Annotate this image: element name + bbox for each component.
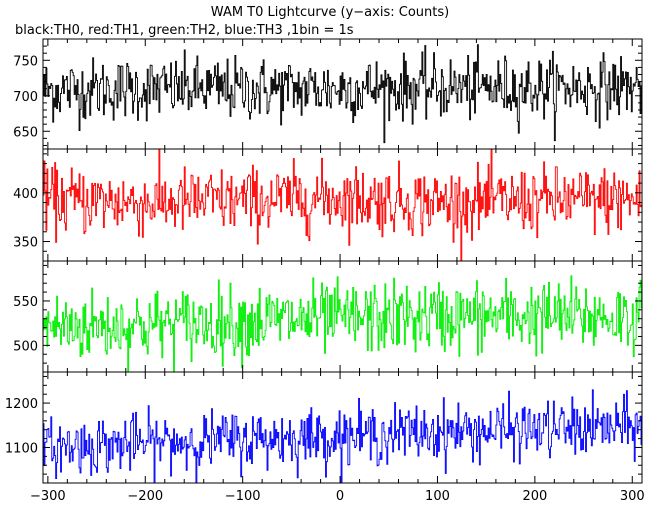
panels-group: 650 700 750 350 400 500 550 1100 1200 −300 −200 −10… [5,38,645,504]
x-tick-label: 200 [522,489,547,504]
x-tick-label: −100 [225,489,261,504]
x-tick-label: 0 [336,489,344,504]
y-tick-label: 750 [13,54,38,69]
x-tick-label: −300 [30,489,66,504]
series-th3-line [43,389,642,483]
panel-th0: 650 700 750 [13,38,643,150]
y-tick-label: 500 [13,339,38,354]
panel-th1: 350 400 [13,148,643,262]
series-th1-line [43,149,642,261]
x-tick-label: 300 [620,489,645,504]
y-tick-label: 400 [13,187,38,202]
x-tick-label: −200 [127,489,163,504]
y-tick-label: 1100 [5,441,38,456]
panel-frame [42,371,643,484]
y-tick-label: 1200 [5,397,38,412]
chart-title: WAM T0 Lightcurve (y−axis: Counts) [211,5,449,20]
series-th0-line [43,44,642,144]
y-tick-label: 350 [13,236,38,251]
panel-frame [42,260,643,373]
y-tick-label: 550 [13,295,38,310]
y-tick-label: 700 [13,90,38,105]
y-tick-label: 650 [13,125,38,140]
chart-subtitle: black:TH0, red:TH1, green:TH2, blue:TH3 … [15,23,354,38]
series-th2-line [43,275,642,372]
x-tick-label: 100 [425,489,450,504]
panel-th2: 500 550 [13,260,643,373]
panel-th3: 1100 1200 [5,371,643,484]
